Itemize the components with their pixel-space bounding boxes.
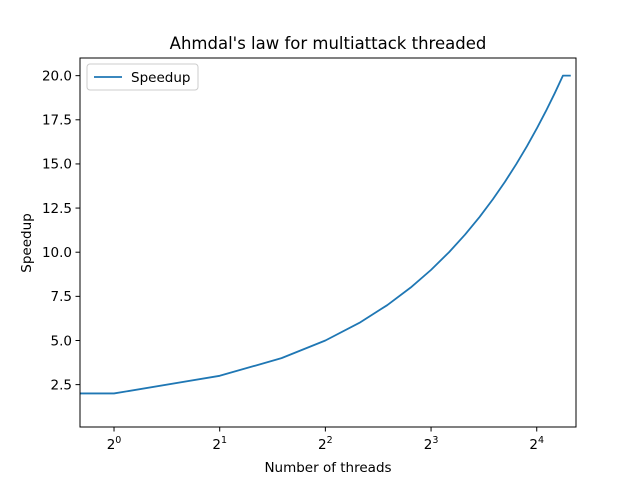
y-tick-label: 17.5	[42, 113, 72, 129]
legend: Speedup	[86, 63, 199, 91]
y-tick-label: 7.5	[51, 289, 72, 305]
y-tick-label: 10.0	[42, 245, 72, 261]
axes-frame	[79, 57, 577, 428]
x-tick-label: 22	[318, 435, 333, 453]
x-tick-label: 21	[212, 435, 227, 453]
chart-title: Ahmdal's law for multiattack threaded	[170, 34, 487, 53]
plot-area	[80, 74, 571, 395]
x-axis-label: Number of threads	[264, 460, 391, 476]
axes: 20 21 22 23 242.55.07.510.012.515.017.520.0	[42, 57, 577, 453]
y-tick-label: 2.5	[51, 377, 72, 393]
x-tick-label: 24	[529, 435, 544, 453]
x-tick-label-exponent: 4	[538, 435, 544, 446]
y-tick-label: 5.0	[51, 333, 72, 349]
y-tick-label: 15.0	[42, 157, 72, 173]
x-tick-label-base: 2	[212, 437, 221, 453]
legend-label-speedup: Speedup	[131, 70, 190, 86]
y-tick-label: 12.5	[42, 201, 72, 217]
x-tick-label-exponent: 0	[115, 435, 121, 446]
y-tick-label: 20.0	[42, 68, 72, 84]
legend-box	[86, 63, 199, 91]
x-tick-label: 23	[424, 435, 439, 453]
x-tick-label-base: 2	[318, 437, 327, 453]
series-line-speedup	[80, 74, 571, 395]
y-axis-label: Speedup	[19, 213, 35, 272]
x-tick-label-base: 2	[424, 437, 433, 453]
x-tick-label-exponent: 2	[327, 435, 333, 446]
x-tick-label-base: 2	[529, 437, 538, 453]
x-tick-label-exponent: 1	[221, 435, 227, 446]
x-tick-label-exponent: 3	[432, 435, 438, 446]
x-tick-label-base: 2	[107, 437, 116, 453]
x-tick-label: 20	[107, 435, 122, 453]
